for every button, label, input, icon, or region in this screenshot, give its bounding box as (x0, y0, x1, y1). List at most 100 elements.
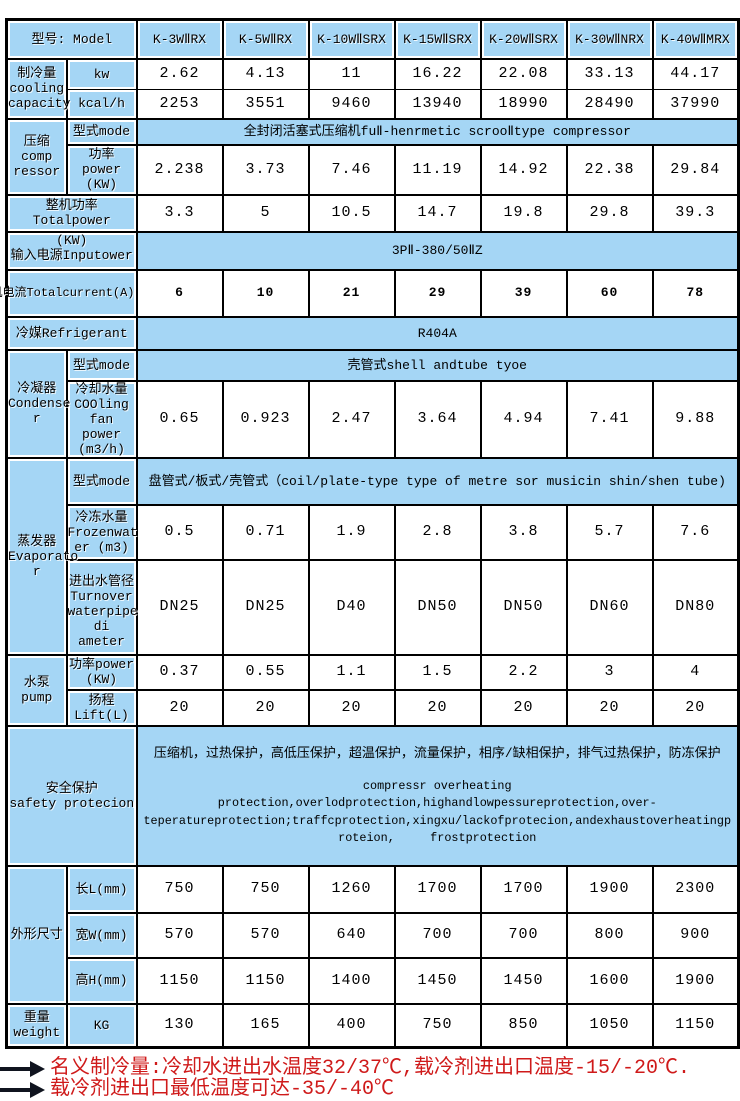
value-cell: 9.88 (651, 379, 740, 459)
value-cell: 5 (221, 193, 310, 233)
value-cell: 1450 (479, 956, 568, 1005)
model-header: K-10WⅡSRX (307, 18, 396, 60)
value-cell: 700 (393, 911, 482, 959)
value-cell: 1400 (307, 956, 396, 1005)
value-cell: 1700 (393, 864, 482, 914)
row-label-input-power: (KW) 输入电源Inputower (5, 230, 138, 271)
value-cell: 2.2 (479, 653, 568, 691)
value-cell: DN80 (651, 558, 740, 656)
value-cell: 7.41 (565, 379, 654, 459)
model-header: K-30WⅡNRX (565, 18, 654, 60)
table-row-length: 外形尺寸 长L(mm) 750 750 1260 1700 1700 1900 2300 (5, 864, 740, 1005)
section-label-safety: 安全保护 safety protecion (5, 724, 138, 867)
row-label-length: 长L(mm) (65, 864, 138, 914)
section-label-compressor: 压缩 comp ressor (5, 117, 68, 196)
value-cell: 4 (651, 653, 740, 691)
value-cell: 4.13 (221, 57, 310, 90)
value-cell: 19.8 (479, 193, 568, 233)
row-label-total-current: 整机电流Totalcurrent(A) (0, 268, 138, 318)
value-cell: 20 (565, 688, 654, 727)
value-cell: DN25 (221, 558, 310, 656)
table-row-condenser-water: 冷却水量 COOling fan power (m3/h) 0.65 0.923 2… (7, 379, 740, 459)
value-cell: 7.46 (307, 143, 396, 196)
value-cell: 16.22 (393, 57, 482, 90)
value-cell: 78 (651, 268, 740, 318)
table-row-cooling-kcal: kcal/h 2253 3551 9460 13940 18990 28490 37990 (7, 89, 740, 120)
value-cell: DN50 (479, 558, 568, 656)
value-cell: 29 (393, 268, 482, 318)
table-row-total-power: 整机功率 Totalpower 3.3 5 10.5 14.7 19.8 29.8 39.3 (5, 193, 740, 233)
value-cell: 10 (221, 268, 310, 318)
value-cell: 1.5 (393, 653, 482, 691)
value-cell: 800 (565, 911, 654, 959)
value-cell: 20 (651, 688, 740, 727)
value-cell: 9460 (307, 89, 396, 120)
row-label-condenser-mode: 型式mode (65, 348, 138, 382)
value-cell: 750 (393, 1002, 482, 1049)
value-cell: 20 (135, 688, 224, 727)
table-row-compressor-power: 功率 power (KW) 2.238 3.73 7.46 11.19 14.92 22.… (7, 143, 740, 196)
value-cell: 20 (393, 688, 482, 727)
table-row-safety: 安全保护 safety protecion 压缩机，过热保护，高低压保护，超温保… (5, 724, 740, 867)
model-header: K-15WⅡSRX (393, 18, 482, 60)
table-row-evaporator-mode: 蒸发器 Evaporato r 型式mode 盘管式/板式/壳管式（coil/p… (5, 456, 740, 656)
value-cell: 0.923 (221, 379, 310, 459)
value-cell: 640 (307, 911, 396, 959)
value-cell: 1050 (565, 1002, 654, 1049)
footnotes: 名义制冷量:冷却水进出水温度32/37℃,载冷剂进出口温度-15/-20℃. 载… (0, 1058, 740, 1100)
value-cell: 2.238 (135, 143, 224, 196)
value-cell: 14.92 (479, 143, 568, 196)
table-row-height: 高H(mm) 1150 1150 1400 1450 1450 1600 1900 (7, 956, 740, 1005)
input-power-value: 3PⅡ-380/50ⅡZ (135, 230, 740, 271)
value-cell: 7.6 (651, 503, 740, 561)
condenser-mode-value: 壳管式shell andtube tyoe (135, 348, 740, 382)
value-cell: 29.84 (651, 143, 740, 196)
header-row: 型号: Model K-3WⅡRX K-5WⅡRX K-10WⅡSRX K-15… (5, 18, 740, 60)
safety-value-cn: 压缩机，过热保护，高低压保护，超温保护，流量保护，相序/缺相保护，排气过热保护，… (153, 745, 721, 761)
section-label-weight: 重量 weight (5, 1002, 68, 1049)
value-cell: 2.8 (393, 503, 482, 561)
value-cell: 1.9 (307, 503, 396, 561)
pipe-label-text: 进出水管径 Turnover waterpipe di ameter (67, 573, 138, 649)
value-cell: 21 (307, 268, 396, 318)
table-row-cooling-kw: 制冷量 cooling capacity kw 2.62 4.13 11 16.22 2… (5, 57, 740, 119)
value-cell: 44.17 (651, 57, 740, 90)
evaporator-mode-value: 盘管式/板式/壳管式（coil/plate-type type of metre… (135, 456, 740, 506)
value-cell: 0.37 (135, 653, 224, 691)
section-label-evaporator: 蒸发器 Evaporato r (5, 456, 78, 656)
value-cell: 18990 (479, 89, 568, 120)
value-cell: 39 (479, 268, 568, 318)
value-cell: 3.64 (393, 379, 482, 459)
value-cell: DN50 (393, 558, 482, 656)
table-row-evaporator-pipe: 进出水管径 Turnover waterpipe di ameter DN25 D… (7, 558, 740, 656)
section-label-pump: 水泵 pump (5, 653, 68, 727)
table-row-weight: 重量 weight KG 130 165 400 750 850 1050 1150 (5, 1002, 740, 1049)
row-label-frozen-water: 冷冻水量 Frozenwat er (m3) (65, 503, 138, 561)
value-cell: 1150 (221, 956, 310, 1005)
row-label-pipe-diameter: 进出水管径 Turnover waterpipe di ameter (65, 558, 138, 656)
value-cell: 1150 (135, 956, 224, 1005)
refrigerant-value: R404A (135, 315, 740, 351)
value-cell: 3 (565, 653, 654, 691)
row-label-height: 高H(mm) (65, 956, 138, 1005)
footnote-line: 名义制冷量:冷却水进出水温度32/37℃,载冷剂进出口温度-15/-20℃. (0, 1058, 740, 1079)
value-cell: 570 (135, 911, 224, 959)
value-cell: 2300 (651, 864, 740, 914)
value-cell: 20 (221, 688, 310, 727)
value-cell: 11.19 (393, 143, 482, 196)
value-cell: 700 (479, 911, 568, 959)
table-row-input-power: (KW) 输入电源Inputower 3PⅡ-380/50ⅡZ (5, 230, 740, 271)
table-row-pump-lift: 扬程 Lift(L) 20 20 20 20 20 20 20 (7, 688, 740, 727)
section-label-cooling: 制冷量 cooling capacity (5, 57, 70, 119)
value-cell: DN60 (565, 558, 654, 656)
table-row-compressor-mode: 压缩 comp ressor 型式mode 全封闭活塞式压缩机fuⅡ-henrm… (5, 117, 740, 196)
value-cell: 2253 (135, 89, 224, 120)
model-header: K-40WⅡMRX (651, 18, 740, 60)
value-cell: 1900 (651, 956, 740, 1005)
total-current-label-text: 整机电流Totalcurrent(A) (0, 285, 135, 300)
table-row-refrigerant: 冷媒Refrigerant R404A (5, 315, 740, 351)
row-label-kcal: kcal/h (65, 89, 138, 120)
model-header-label: 型号: Model (5, 18, 138, 60)
value-cell: D40 (307, 558, 396, 656)
value-cell: 1700 (479, 864, 568, 914)
